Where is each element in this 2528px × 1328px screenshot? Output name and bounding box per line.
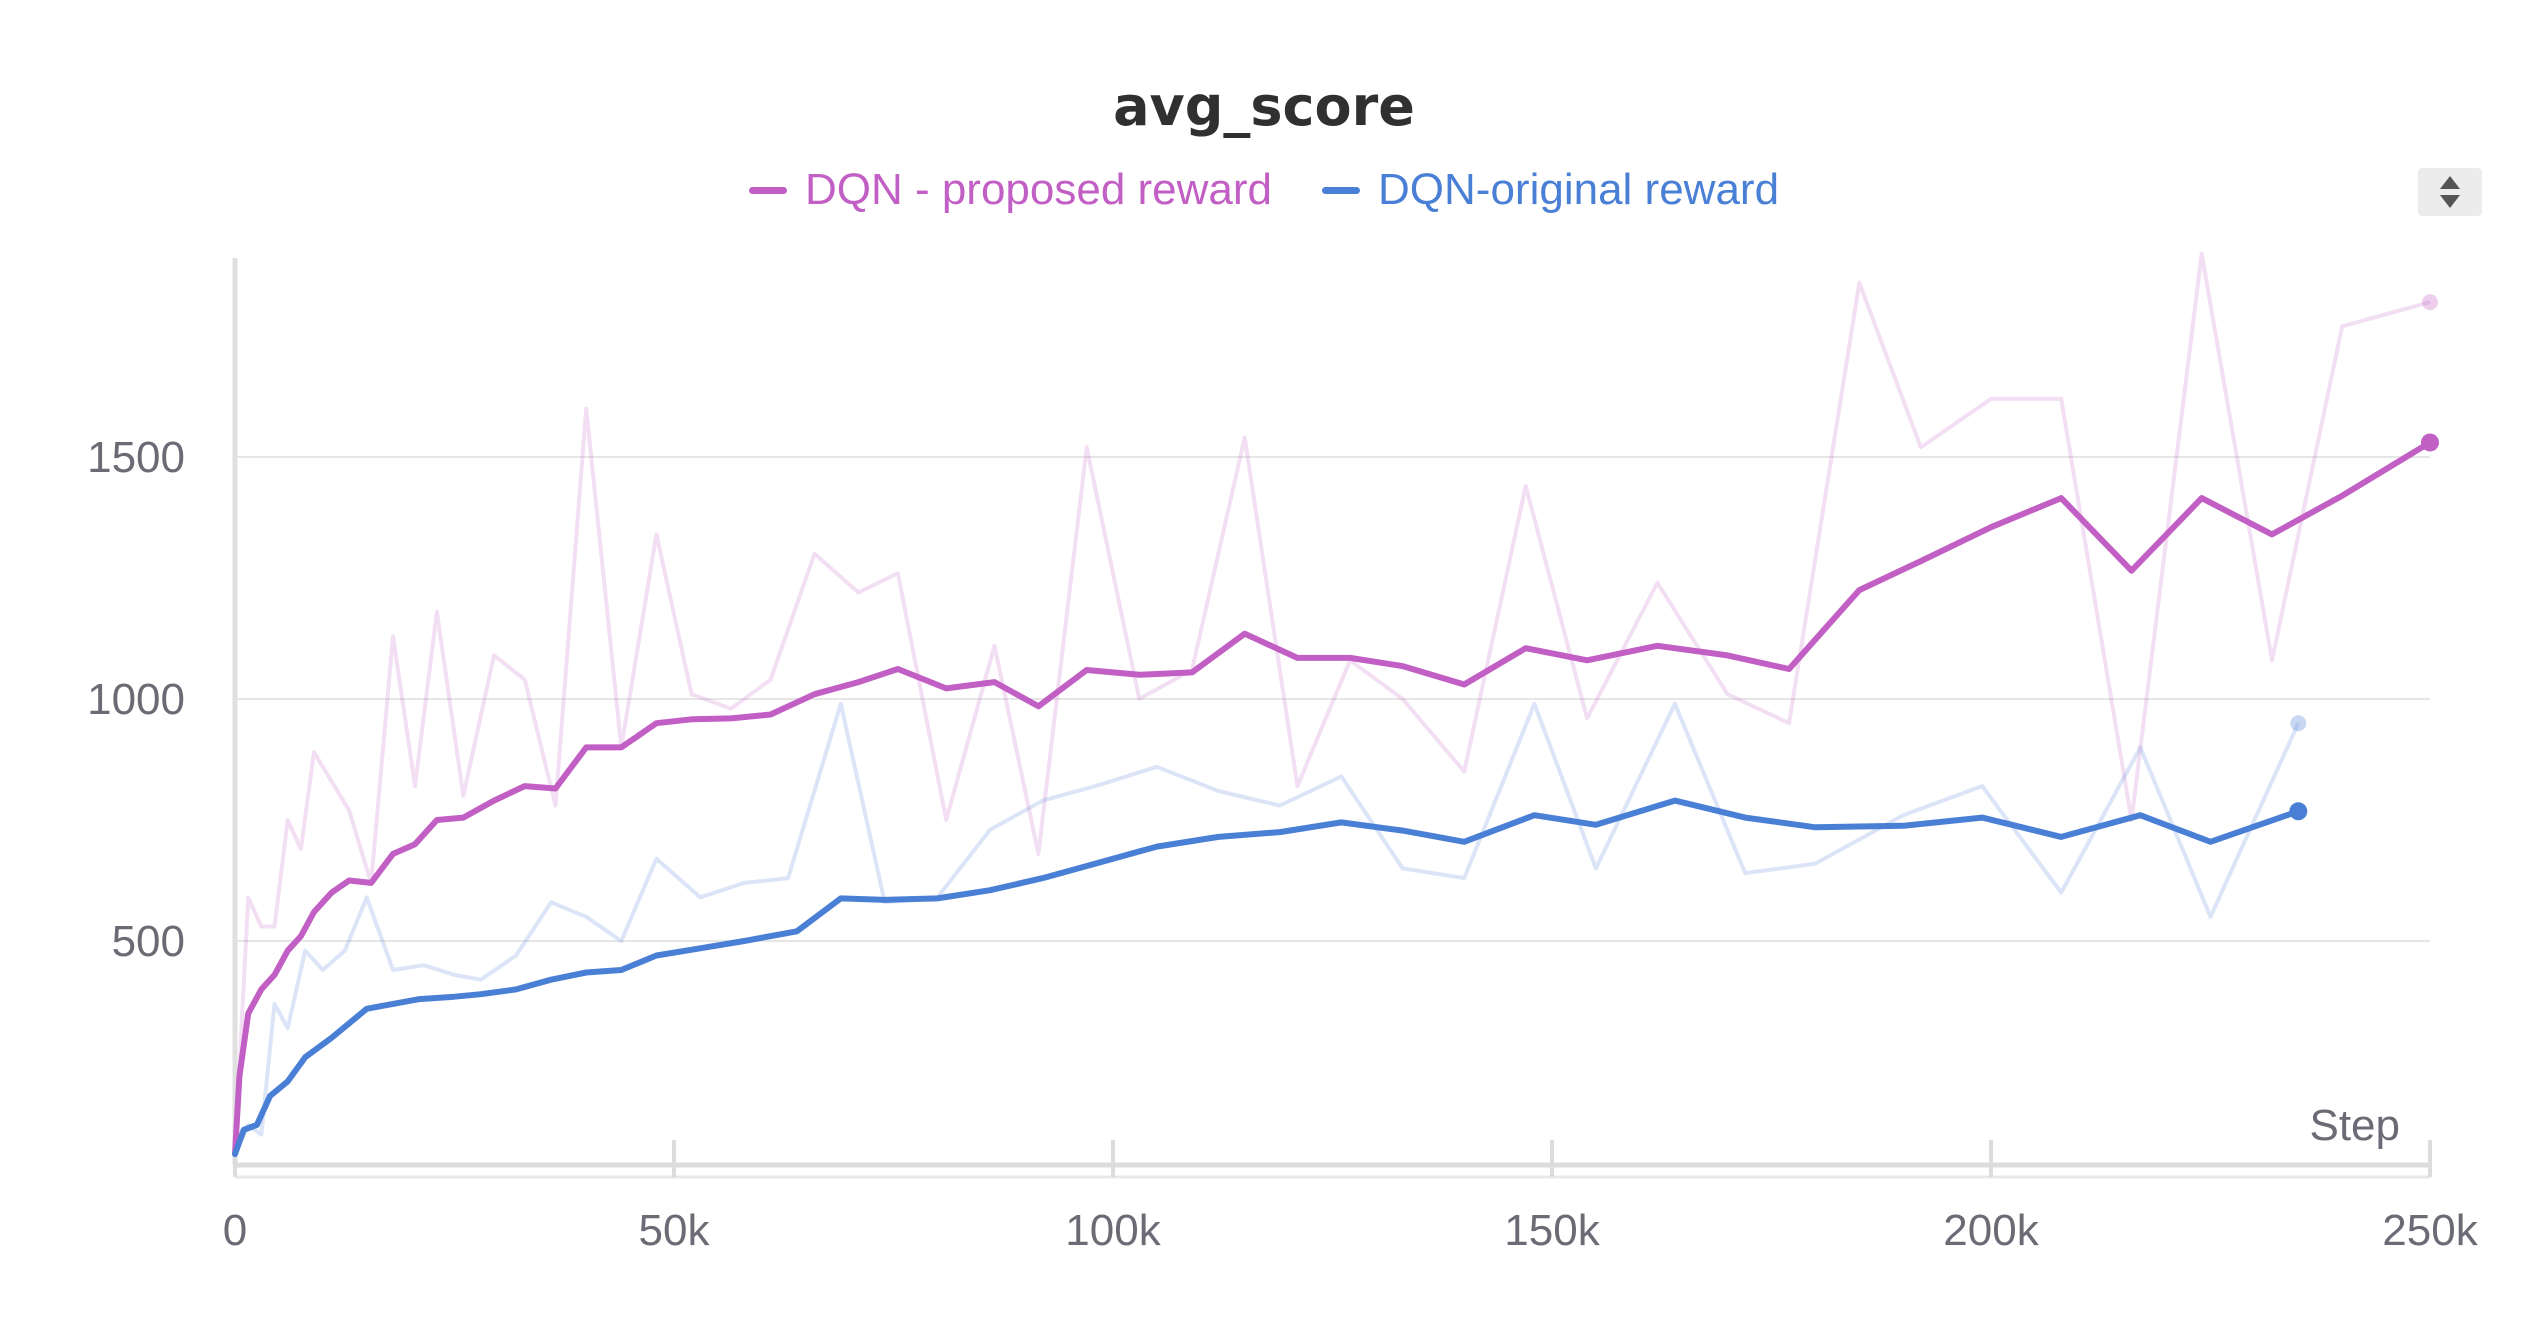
x-axis-label: Step (2309, 1101, 2400, 1150)
series-smoothed-line-0 (235, 443, 2430, 1155)
series-endpoint-0 (2421, 433, 2439, 451)
x-tick-label: 250k (2382, 1206, 2478, 1255)
series-raw-endpoint-0 (2422, 294, 2438, 310)
y-tick-label: 500 (112, 917, 185, 966)
y-tick-label: 1000 (87, 675, 185, 724)
x-tick-label: 150k (1504, 1206, 1600, 1255)
series-endpoint-1 (2289, 802, 2307, 820)
series-smoothed-line-1 (235, 801, 2298, 1154)
series-raw-line-1 (235, 704, 2298, 1154)
x-tick-label: 50k (639, 1206, 711, 1255)
series-raw-line-0 (235, 254, 2430, 1154)
x-tick-label: 100k (1065, 1206, 1161, 1255)
y-tick-label: 1500 (87, 433, 185, 482)
x-tick-label: 200k (1943, 1206, 2039, 1255)
series-raw-endpoint-1 (2290, 715, 2306, 731)
x-tick-label: 0 (223, 1206, 247, 1255)
